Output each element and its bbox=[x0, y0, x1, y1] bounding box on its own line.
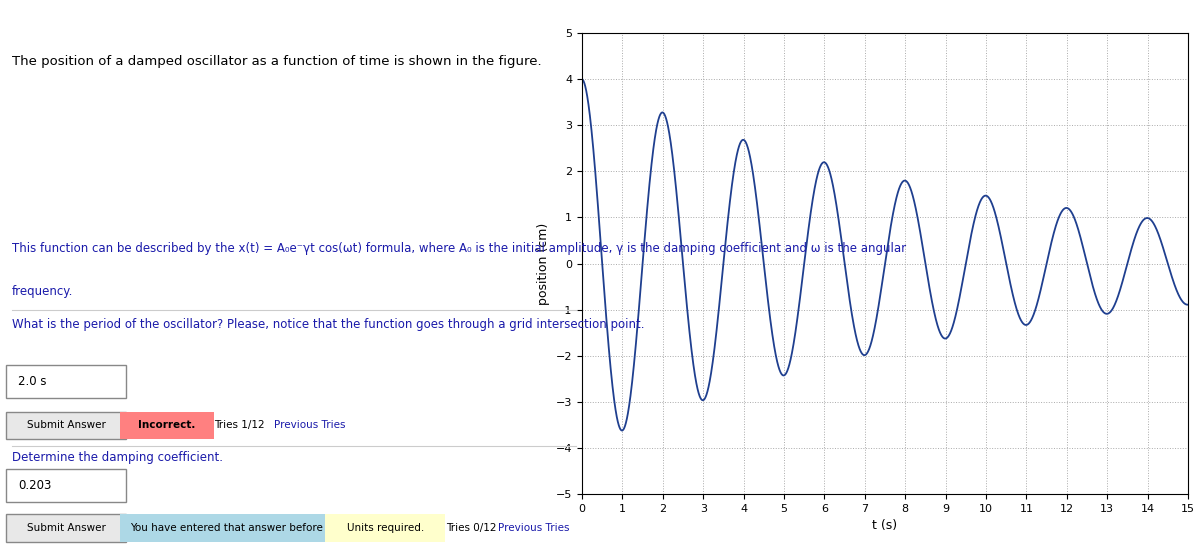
Text: The position of a damped oscillator as a function of time is shown in the figure: The position of a damped oscillator as a… bbox=[12, 55, 541, 68]
Text: Determine the damping coefficient.: Determine the damping coefficient. bbox=[12, 451, 223, 464]
Text: What is the period of the oscillator? Please, notice that the function goes thro: What is the period of the oscillator? Pl… bbox=[12, 318, 644, 332]
Text: Previous Tries: Previous Tries bbox=[274, 421, 346, 430]
Y-axis label: position (cm): position (cm) bbox=[538, 222, 551, 305]
Text: 0.203: 0.203 bbox=[18, 479, 52, 492]
Text: You have entered that answer before: You have entered that answer before bbox=[131, 523, 323, 533]
Text: Units required.: Units required. bbox=[347, 523, 424, 533]
Text: frequency.: frequency. bbox=[12, 285, 73, 299]
Text: This function can be described by the x(t) = A₀e⁻γt cos(ωt) formula, where A₀ is: This function can be described by the x(… bbox=[12, 242, 906, 255]
Text: Tries 0/12: Tries 0/12 bbox=[446, 523, 497, 533]
Text: 2.0 s: 2.0 s bbox=[18, 375, 47, 388]
Text: Tries 1/12: Tries 1/12 bbox=[214, 421, 264, 430]
Text: Incorrect.: Incorrect. bbox=[138, 421, 196, 430]
Text: Submit Answer: Submit Answer bbox=[26, 523, 106, 533]
Text: Previous Tries: Previous Tries bbox=[498, 523, 570, 533]
Text: Submit Answer: Submit Answer bbox=[26, 421, 106, 430]
X-axis label: t (s): t (s) bbox=[872, 519, 898, 533]
